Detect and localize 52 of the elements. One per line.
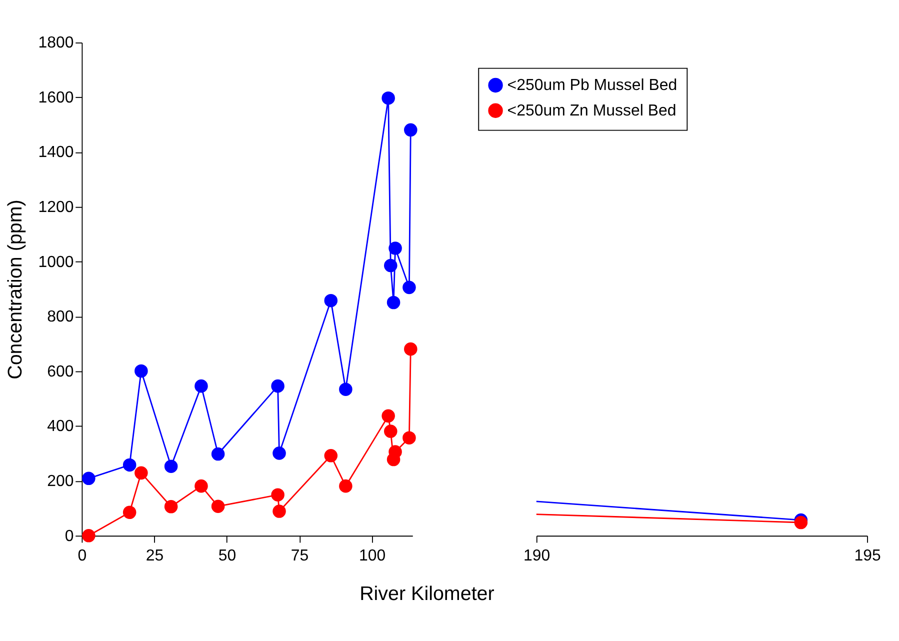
point [134,466,148,480]
y-tick-label: 800 [47,308,74,326]
y-tick-label: 400 [47,418,74,436]
point [324,449,338,462]
point [402,280,416,294]
y-tick-label: 600 [47,363,74,380]
point [271,379,284,393]
point [382,409,395,423]
point [388,445,402,458]
point [122,458,136,472]
point [272,504,286,518]
legend-label: <250um Zn Mussel Bed [507,102,676,120]
legend-label: <250um Pb Mussel Bed [507,76,678,94]
point [164,500,178,514]
y-tick-label: 0 [64,528,74,545]
x-tick-label: 0 [78,548,87,565]
y-tick-label: 1800 [38,34,74,52]
x-tick-label: 75 [290,548,309,565]
point [388,242,402,255]
point [134,364,148,378]
point [339,479,352,493]
x-tick-label: 25 [146,548,164,565]
point [211,447,225,461]
y-tick-label: 1000 [38,254,74,271]
y-tick-label: 1400 [38,144,74,162]
point [404,342,418,356]
point [194,479,208,493]
x-tick-label: 190 [524,548,550,565]
point [402,431,416,444]
point [271,488,284,502]
point [386,296,400,310]
point [194,379,208,393]
point [382,91,395,105]
x-tick-label: 50 [218,548,236,565]
y-tick-label: 1600 [38,89,74,106]
point [404,123,418,137]
x-axis-title: River Kilometer [360,583,495,606]
point [339,382,352,396]
point [384,424,398,438]
x-tick-label: 195 [854,548,881,565]
point [82,472,96,486]
point [211,500,225,513]
point [384,258,398,272]
point [324,294,338,308]
point [272,446,286,460]
point [122,506,136,520]
point [82,529,96,542]
y-tick-label: 1200 [38,199,74,216]
point [164,460,178,473]
y-axis-title: Concentration (ppm) [4,200,26,380]
x-tick-label: 100 [358,548,386,565]
y-tick-label: 200 [47,473,74,490]
